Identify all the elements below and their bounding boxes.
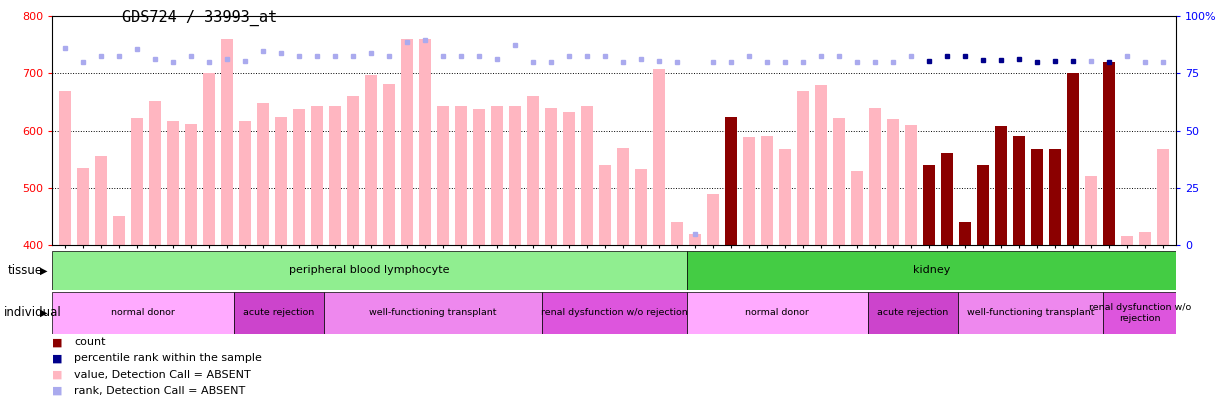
Bar [325,292,541,334]
Bar [528,96,539,245]
Bar [906,125,917,245]
Bar [1068,73,1079,245]
Text: well-functioning transplant: well-functioning transplant [967,308,1094,318]
Text: normal donor: normal donor [745,308,809,318]
Text: GDS724 / 33993_at: GDS724 / 33993_at [122,10,277,26]
Text: well-functioning transplant: well-functioning transplant [370,308,496,318]
Bar [941,153,953,245]
Bar [330,106,340,245]
Bar [815,85,827,245]
Bar [311,106,322,245]
Text: acute rejection: acute rejection [243,308,315,318]
Bar [77,168,89,245]
Bar [888,119,899,245]
Bar [221,39,232,245]
Bar [687,292,868,334]
Bar [438,106,449,245]
Bar [1103,292,1176,334]
Text: ■: ■ [52,337,63,347]
Bar [347,96,359,245]
Text: renal dysfunction w/o
rejection: renal dysfunction w/o rejection [1088,303,1190,322]
Bar [725,117,737,245]
Bar [1086,177,1097,245]
Bar [563,112,575,245]
Text: peripheral blood lymphocyte: peripheral blood lymphocyte [289,265,450,275]
Bar [95,156,107,245]
Bar [52,251,687,290]
Bar [743,137,755,245]
Text: individual: individual [4,306,61,320]
Bar [510,106,520,245]
Bar [959,222,972,245]
Bar [233,292,325,334]
Bar [761,136,773,245]
Text: ■: ■ [52,354,63,363]
Text: value, Detection Call = ABSENT: value, Detection Call = ABSENT [74,370,250,379]
Text: kidney: kidney [912,265,950,275]
Bar [1139,232,1152,245]
Bar [779,149,790,245]
Bar [1121,237,1133,245]
Text: normal donor: normal donor [111,308,175,318]
Text: renal dysfunction w/o rejection: renal dysfunction w/o rejection [541,308,687,318]
Bar [150,101,161,245]
Bar [455,106,467,245]
Text: count: count [74,337,106,347]
Bar [671,222,683,245]
Bar [240,121,250,245]
Text: ▶: ▶ [40,265,47,275]
Bar [687,251,1176,290]
Text: ■: ■ [52,370,63,379]
Text: acute rejection: acute rejection [878,308,948,318]
Bar [653,69,665,245]
Bar [1103,62,1115,245]
Bar [383,84,395,245]
Bar [599,165,610,245]
Bar [275,117,287,245]
Text: rank, Detection Call = ABSENT: rank, Detection Call = ABSENT [74,386,246,396]
Bar [491,106,503,245]
Bar [401,39,413,245]
Bar [923,165,935,245]
Bar [203,73,215,245]
Bar [1158,149,1169,245]
Bar [958,292,1103,334]
Bar [833,118,845,245]
Bar [978,165,989,245]
Bar [868,292,958,334]
Bar [131,118,142,245]
Bar [869,108,882,245]
Bar [1049,149,1062,245]
Bar [257,103,269,245]
Bar [60,91,71,245]
Bar [167,121,179,245]
Bar [1031,149,1043,245]
Bar [618,148,629,245]
Text: ▶: ▶ [40,308,47,318]
Bar [293,109,305,245]
Bar [708,194,719,245]
Bar [581,106,593,245]
Bar [635,169,647,245]
Bar [1013,136,1025,245]
Bar [851,171,863,245]
Text: percentile rank within the sample: percentile rank within the sample [74,354,263,363]
Bar [113,216,125,245]
Bar [185,124,197,245]
Bar [52,292,233,334]
Bar [420,39,430,245]
Bar [798,91,809,245]
Bar [545,108,557,245]
Text: tissue: tissue [7,264,43,277]
Bar [473,109,485,245]
Bar [541,292,687,334]
Bar [996,126,1007,245]
Text: ■: ■ [52,386,63,396]
Bar [365,75,377,245]
Bar [689,234,700,245]
